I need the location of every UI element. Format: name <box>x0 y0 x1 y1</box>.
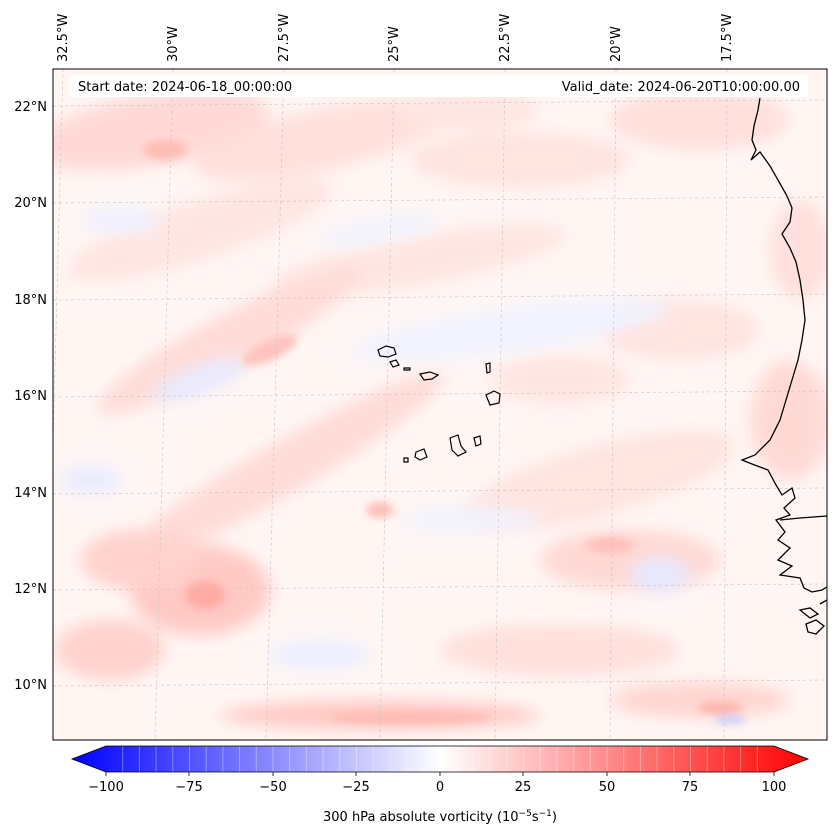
valid-date-label: Valid_date: 2024-06-20T10:00:00.00 <box>562 80 800 95</box>
lat-label: 14°N <box>14 486 47 501</box>
lat-label: 22°N <box>14 100 47 115</box>
colorbar-label: 300 hPa absolute vorticity (10−5s−1) <box>323 809 557 825</box>
start-date-label: Start date: 2024-06-18_00:00:00 <box>78 80 292 95</box>
lon-label: 22.5°W <box>498 14 513 62</box>
lon-label: 27.5°W <box>277 14 292 62</box>
colorbar-tick-label: 100 <box>762 780 787 795</box>
lon-label: 25°W <box>387 26 402 62</box>
colorbar: −100 −75 −50 −25 0 25 50 75 100 300 hPa … <box>70 745 810 825</box>
colorbar-tick-label: −100 <box>88 780 124 795</box>
lat-label: 20°N <box>14 196 47 211</box>
lon-label: 20°W <box>609 26 624 62</box>
colorbar-tick-label: −25 <box>342 780 369 795</box>
map-frame <box>52 68 828 741</box>
lat-label: 16°N <box>14 389 47 404</box>
colorbar-tick-label: 0 <box>436 780 444 795</box>
lat-label: 18°N <box>14 293 47 308</box>
vorticity-field-negative <box>60 208 690 669</box>
map-area[interactable]: Start date: 2024-06-18_00:00:00 Valid_da… <box>26 69 830 740</box>
lon-label: 30°W <box>166 26 181 62</box>
graticule <box>53 69 827 740</box>
colorbar-level-lines <box>122 746 758 772</box>
colorbar-tick-label: 50 <box>599 780 616 795</box>
vorticity-field <box>53 89 827 729</box>
colorbar-tick-label: −75 <box>175 780 202 795</box>
colorbar-fill <box>72 746 808 772</box>
colorbar-ticks: −100 −75 −50 −25 0 25 50 75 100 <box>88 772 786 795</box>
colorbar-tick-label: 75 <box>682 780 699 795</box>
latitude-labels: 22°N 20°N 18°N 16°N 14°N 12°N 10°N <box>14 100 47 693</box>
lat-label: 10°N <box>14 678 47 693</box>
date-header-band <box>70 75 808 97</box>
lon-label: 32.5°W <box>56 14 71 62</box>
colorbar-tick-label: −50 <box>259 780 286 795</box>
vorticity-field-strong <box>143 140 746 724</box>
longitude-labels: 32.5°W 30°W 27.5°W 25°W 22.5°W 20°W 17.5… <box>56 14 735 62</box>
lon-label: 17.5°W <box>720 14 735 62</box>
colorbar-tick-label: 25 <box>515 780 532 795</box>
cape-verde-islands <box>377 345 501 463</box>
africa-coastline <box>740 97 827 635</box>
lat-label: 12°N <box>14 582 47 597</box>
